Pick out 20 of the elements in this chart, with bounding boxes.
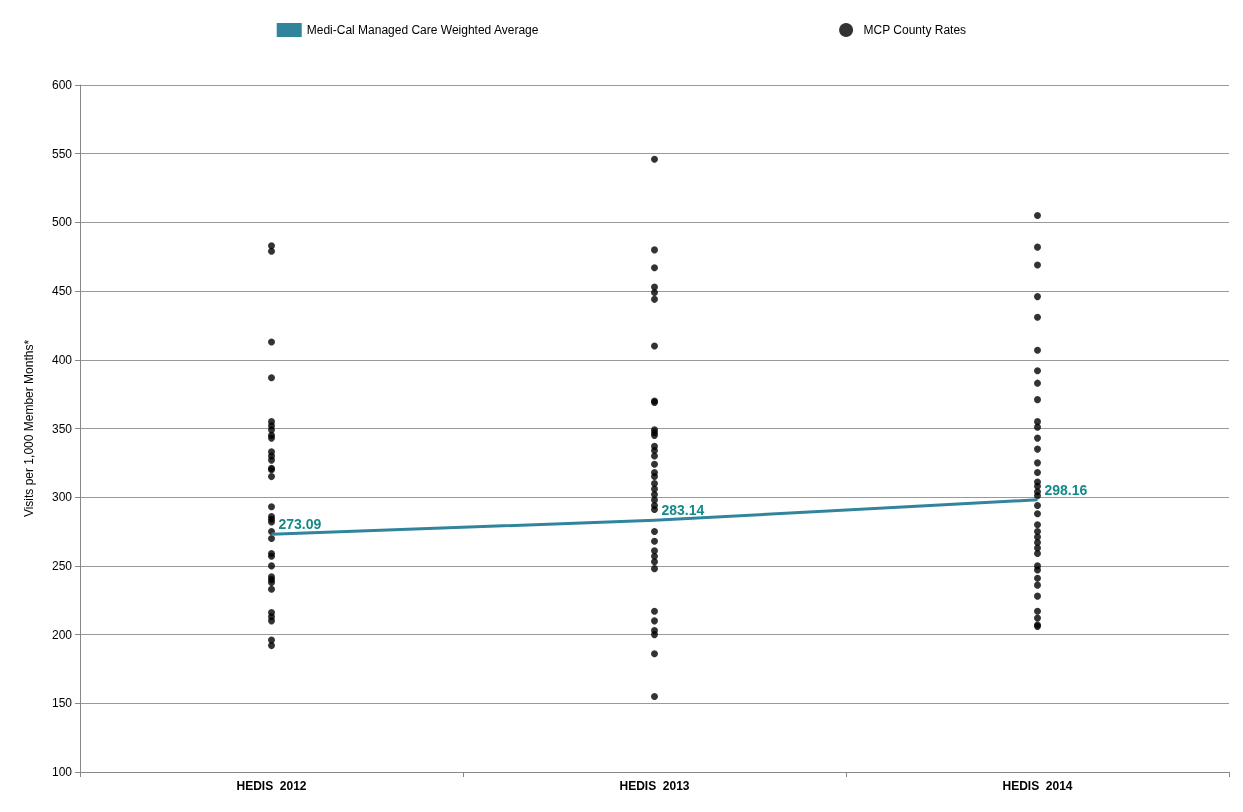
y-tick-label: 550	[51, 146, 73, 161]
x-tick-label: HEDIS 2013	[619, 779, 690, 793]
data-label: 298.16	[1044, 481, 1088, 498]
y-tick-label: 250	[51, 558, 73, 573]
data-label: 273.09	[278, 516, 322, 533]
y-tick-label: 500	[51, 215, 73, 230]
y-tick-label: 300	[51, 490, 73, 505]
legend-label: MCP County Rates	[863, 23, 967, 37]
y-tick-label: 350	[51, 421, 73, 436]
x-tick-label: HEDIS 2012	[236, 779, 307, 793]
y-tick-label: 100	[51, 765, 73, 779]
y-tick-label: 600	[51, 78, 73, 92]
y-tick-label: 200	[51, 627, 73, 642]
data-label: 283.14	[661, 502, 705, 519]
legend-label: Medi-Cal Managed Care Weighted Average	[306, 23, 539, 37]
x-tick-label: HEDIS 2014	[1002, 779, 1073, 793]
y-tick-label: 150	[51, 696, 73, 711]
y-axis-title: Visits per 1,000 Member Months*	[22, 339, 36, 518]
y-tick-label: 400	[51, 352, 73, 367]
y-tick-label: 450	[51, 284, 73, 299]
